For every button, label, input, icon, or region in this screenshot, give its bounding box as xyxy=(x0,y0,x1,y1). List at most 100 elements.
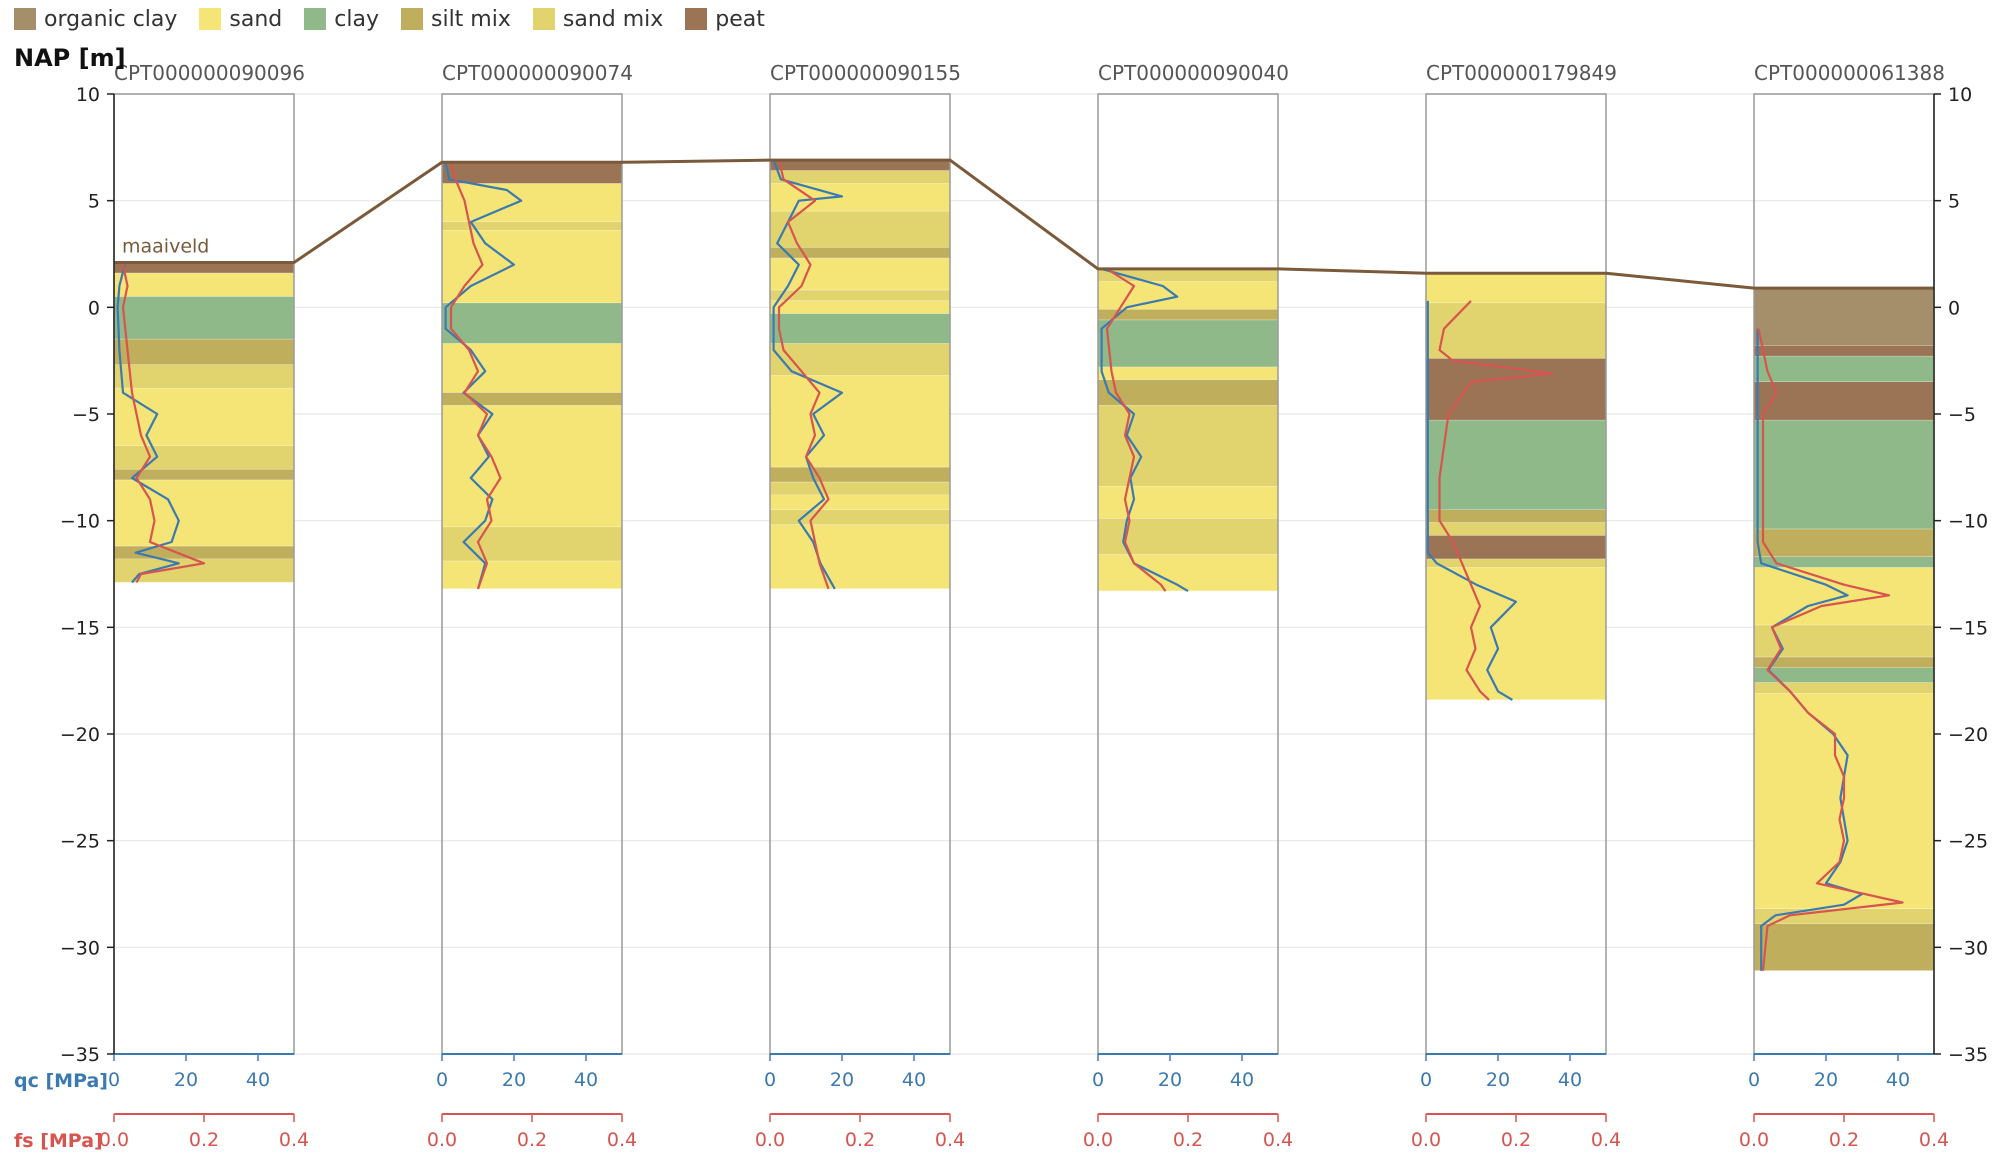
qc-tick-label: 20 xyxy=(174,1069,198,1091)
qc-tick-label: 40 xyxy=(246,1069,270,1091)
qc-tick-label: 40 xyxy=(1230,1069,1254,1091)
y-tick-label-left: −20 xyxy=(60,724,100,746)
y-tick-label-left: −5 xyxy=(72,404,100,426)
legend-item-organic-clay[interactable]: organic clay xyxy=(14,7,177,32)
legend-item-peat[interactable]: peat xyxy=(685,7,765,32)
qc-tick-label: 0 xyxy=(436,1069,448,1091)
soil-layer-clay xyxy=(442,303,622,344)
fs-tick-label: 0.2 xyxy=(1173,1129,1203,1151)
legend-label: organic clay xyxy=(44,6,178,32)
soil-layer-silt-mix xyxy=(1754,923,1934,971)
y-tick-label-left: −15 xyxy=(60,617,100,639)
fs-tick-label: 0.2 xyxy=(189,1129,219,1151)
legend-swatch xyxy=(199,8,222,30)
qc-tick-label: 40 xyxy=(1558,1069,1582,1091)
qc-tick-label: 40 xyxy=(1886,1069,1910,1091)
soil-layer-sand-mix xyxy=(1426,559,1606,568)
y-tick-label-right: −5 xyxy=(1948,404,1976,426)
fs-line xyxy=(1757,328,1904,971)
y-tick-label-right: −30 xyxy=(1948,937,1988,959)
fs-line xyxy=(777,159,830,590)
y-tick-label-left: −25 xyxy=(60,831,100,853)
cpt-column-CPT000000090040: CPT000000090040 0 20 40 0.0 0.2 0.4 xyxy=(1083,61,1293,1151)
soil-layer-sand-mix xyxy=(1754,908,1934,924)
cpt-column-CPT000000090155: CPT000000090155 0 20 40 0.0 0.2 0.4 xyxy=(755,61,965,1151)
qc-tick-label: 20 xyxy=(830,1069,854,1091)
legend-item-clay[interactable]: clay xyxy=(304,7,379,32)
legend-label: silt mix xyxy=(431,6,511,32)
legend-item-sand[interactable]: sand xyxy=(199,7,282,32)
legend-item-sand-mix[interactable]: sand mix xyxy=(532,6,664,32)
cpt-name[interactable]: CPT000000090096 xyxy=(114,61,305,85)
soil-layer-silt-mix xyxy=(770,247,950,259)
soil-layer-sand-mix xyxy=(770,343,950,376)
qc-line xyxy=(116,264,180,584)
soil-layer-sand xyxy=(770,524,950,589)
y-tick-label-left: 0 xyxy=(88,297,100,319)
legend-label: sand mix xyxy=(562,6,664,32)
soil-layer-sand xyxy=(114,273,294,297)
soil-layer-sand xyxy=(114,480,294,547)
soil-layer-silt-mix xyxy=(1754,529,1934,557)
soil-layer-sand-mix xyxy=(1098,405,1278,487)
soil-layer-sand-mix xyxy=(1754,682,1934,694)
fs-tick-label: 0.0 xyxy=(1739,1129,1769,1151)
y-tick-label-right: 10 xyxy=(1948,84,1972,106)
y-tick-label-right: 0 xyxy=(1948,297,1960,319)
soil-layer-organic-clay xyxy=(1754,288,1934,346)
soil-layer-clay xyxy=(1098,320,1278,368)
legend: organic clay sand clay silt mix sand mix peat xyxy=(14,4,765,34)
qc-tick-label: 0 xyxy=(1748,1069,1760,1091)
cpt-columns: CPT000000090096 0 20 40 0.0 0.2 0.4 CPT00000009… xyxy=(99,61,1949,1151)
soil-layer-clay xyxy=(1754,667,1934,683)
soil-layer-sand xyxy=(442,405,622,528)
y-axis-title: NAP [m] xyxy=(14,44,126,72)
qc-line xyxy=(772,159,844,590)
soil-layer-sand xyxy=(442,230,622,304)
cpt-name[interactable]: CPT000000090155 xyxy=(770,61,961,85)
y-tick-label-left: 5 xyxy=(88,191,100,213)
soil-layer-sand xyxy=(442,183,622,222)
soil-layer-sand-mix xyxy=(1754,625,1934,658)
legend-swatch xyxy=(532,8,555,30)
soil-layer-silt-mix xyxy=(1754,657,1934,668)
soil-layer-silt-mix xyxy=(442,392,622,406)
fs-tick-label: 0.2 xyxy=(517,1129,547,1151)
fs-line xyxy=(1438,300,1554,701)
y-tick-label-right: −20 xyxy=(1948,724,1988,746)
soil-layer-sand-mix xyxy=(442,222,622,231)
soil-layer-sand xyxy=(770,375,950,468)
y-tick-label-right: −25 xyxy=(1948,831,1988,853)
fs-tick-label: 0.4 xyxy=(1263,1129,1293,1151)
fs-tick-label: 0.4 xyxy=(279,1129,309,1151)
soil-layer-silt-mix xyxy=(114,469,294,481)
soil-layer-clay xyxy=(770,313,950,344)
soil-layer-silt-mix xyxy=(1098,379,1278,406)
cpt-name[interactable]: CPT000000090074 xyxy=(442,61,633,85)
y-tick-label-right: −35 xyxy=(1948,1044,1988,1066)
axes: 10 10 5 5 0 0 −5 −5 −10 −10 −15 −15 −20 −20 −25 −25 −30 −… xyxy=(14,44,1988,1152)
cpt-name[interactable]: CPT000000179849 xyxy=(1426,61,1617,85)
qc-axis-title: qc [MPa] xyxy=(14,1070,108,1092)
soil-layer-clay xyxy=(1426,420,1606,510)
soil-layer-sand-mix xyxy=(770,482,950,496)
qc-line xyxy=(1100,267,1189,593)
soil-layer-sand-mix xyxy=(770,211,950,248)
soil-layer-sand xyxy=(1098,554,1278,592)
soil-layer-silt-mix xyxy=(770,467,950,483)
soil-layer-sand xyxy=(1426,273,1606,304)
cpt-name[interactable]: CPT000000061388 xyxy=(1754,61,1945,85)
soil-layer-clay xyxy=(1754,420,1934,530)
fs-line xyxy=(449,162,502,590)
fs-tick-label: 0.4 xyxy=(1591,1129,1621,1151)
fs-tick-label: 0.0 xyxy=(427,1129,457,1151)
legend-item-silt-mix[interactable]: silt mix xyxy=(401,7,511,32)
cpt-name[interactable]: CPT000000090040 xyxy=(1098,61,1289,85)
y-tick-label-left: −35 xyxy=(60,1044,100,1066)
soil-layer-sand-mix xyxy=(770,170,950,184)
qc-tick-label: 0 xyxy=(764,1069,776,1091)
soil-layer-clay xyxy=(1754,556,1934,568)
fs-tick-label: 0.2 xyxy=(845,1129,875,1151)
soil-layer-peat xyxy=(1754,382,1934,421)
soil-layer-sand xyxy=(770,300,950,314)
